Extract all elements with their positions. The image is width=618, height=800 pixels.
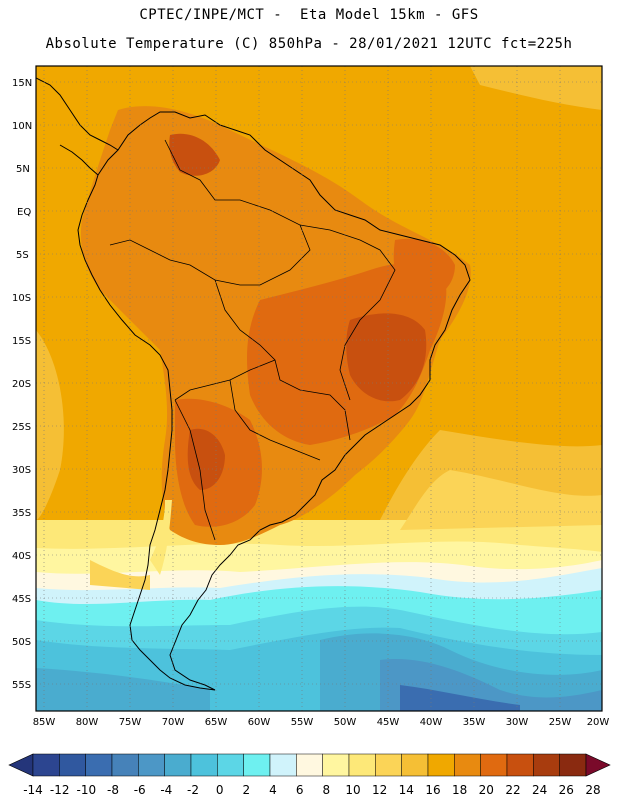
lon-label: 50W	[334, 717, 357, 728]
lat-label: 10N	[12, 121, 32, 132]
colorbar-label: -10	[76, 783, 96, 797]
lon-label: 35W	[463, 717, 486, 728]
band-m10c	[400, 685, 520, 711]
longitude-labels: 85W 80W 75W 70W 65W 60W 55W 50W 45W 40W …	[33, 717, 610, 728]
lat-label: 55S	[12, 680, 31, 691]
lat-label: 5S	[16, 250, 29, 261]
lon-label: 65W	[205, 717, 228, 728]
lat-label: 5N	[16, 164, 30, 175]
colorbar-label: 8	[322, 783, 330, 797]
colorbar-cell	[533, 753, 560, 777]
lat-label: 45S	[12, 594, 31, 605]
caribbean-18c	[36, 66, 602, 120]
colorbar-cell	[138, 753, 165, 777]
lat-label: 15N	[12, 78, 32, 89]
colorbar-cell	[375, 753, 402, 777]
andes-streak	[150, 500, 172, 575]
colorbar-label: -14	[23, 783, 43, 797]
colorbar-label: -8	[107, 783, 119, 797]
lon-label: 80W	[76, 717, 99, 728]
colorbar-cell	[59, 753, 86, 777]
north-atlantic-16c	[470, 66, 602, 110]
colorbar-labels: -14 -12 -10 -8 -6 -4 -2 0 2 4 6 8 10 12 …	[23, 783, 600, 797]
colorbar-cell	[480, 753, 508, 777]
lat-label: 15S	[12, 336, 31, 347]
lon-label: 70W	[162, 717, 185, 728]
colorbar-label: 26	[559, 783, 574, 797]
colorbar-low-arrow	[8, 753, 34, 777]
pacific-14c	[90, 560, 150, 590]
colorbar-label: 28	[585, 783, 600, 797]
latitude-labels: 15N 10N 5N EQ 5S 10S 15S 20S 25S 30S 35S…	[12, 78, 32, 691]
colorbar-cell	[190, 753, 218, 777]
title-line-2: Absolute Temperature (C) 850hPa - 28/01/…	[45, 36, 573, 52]
colorbar-cell	[111, 753, 139, 777]
colorbar-cell	[506, 753, 534, 777]
lat-label: EQ	[17, 207, 31, 218]
colorbar-cell	[427, 753, 455, 777]
pacific-16c	[36, 330, 64, 520]
atlantic-14c	[400, 470, 602, 530]
lat-label: 20S	[12, 379, 31, 390]
lat-label: 30S	[12, 465, 31, 476]
colorbar-label: -12	[50, 783, 70, 797]
colorbar-label: 10	[345, 783, 360, 797]
lon-label: 45W	[377, 717, 400, 728]
lon-label: 60W	[248, 717, 271, 728]
colorbar-label: -6	[134, 783, 146, 797]
map-frame	[35, 65, 603, 712]
lon-label: 20W	[587, 717, 610, 728]
ne-brazil-20c	[393, 238, 455, 300]
lon-label: 55W	[291, 717, 314, 728]
colorbar-cell	[401, 753, 429, 777]
national-borders	[109, 139, 396, 541]
chaco-22c	[187, 428, 225, 490]
colorbar-cell	[322, 753, 350, 777]
colorbar-cell	[296, 753, 323, 777]
colorbar-label: 22	[505, 783, 520, 797]
brazil-22c	[346, 313, 427, 402]
colorbar-label: -2	[187, 783, 199, 797]
colorbar-label: 2	[242, 783, 250, 797]
colorbar-cell	[217, 753, 244, 777]
band-m4c-west	[36, 668, 210, 711]
colorbar-cell	[559, 753, 587, 777]
colorbar-cell	[454, 753, 481, 777]
lat-label: 10S	[12, 293, 31, 304]
lat-label: 50S	[12, 637, 31, 648]
title-line-1: CPTEC/INPE/MCT - Eta Model 15km - GFS	[139, 7, 479, 23]
colorbar-label: -4	[160, 783, 172, 797]
colorbar-high-arrow	[585, 753, 611, 777]
colorbar-cell	[243, 753, 271, 777]
colorbar-label: 4	[269, 783, 277, 797]
colorbar-label: 24	[532, 783, 547, 797]
colorbar-cell	[32, 753, 60, 777]
colorbar-label: 18	[452, 783, 467, 797]
colorbar-cell	[269, 753, 297, 777]
colorbar: -14 -12 -10 -8 -6 -4 -2 0 2 4 6 8 10 12 …	[8, 753, 611, 797]
lon-label: 30W	[506, 717, 529, 728]
temperature-field	[36, 66, 602, 711]
colorbar-cells	[32, 753, 587, 777]
colorbar-label: 14	[399, 783, 414, 797]
colorbar-label: 6	[296, 783, 304, 797]
colorbar-cell	[348, 753, 376, 777]
lat-label: 35S	[12, 508, 31, 519]
lon-label: 75W	[119, 717, 142, 728]
colorbar-label: 0	[216, 783, 224, 797]
lon-label: 25W	[549, 717, 572, 728]
lat-label: 25S	[12, 422, 31, 433]
lon-label: 85W	[33, 717, 56, 728]
lat-label: 40S	[12, 551, 31, 562]
colorbar-label: 20	[479, 783, 494, 797]
colorbar-label: 16	[425, 783, 440, 797]
colorbar-cell	[164, 753, 192, 777]
colorbar-cell	[85, 753, 113, 777]
south-america-coast	[77, 111, 471, 691]
venezuela-22c	[169, 133, 220, 176]
colorbar-label: 12	[372, 783, 387, 797]
lon-label: 40W	[420, 717, 443, 728]
